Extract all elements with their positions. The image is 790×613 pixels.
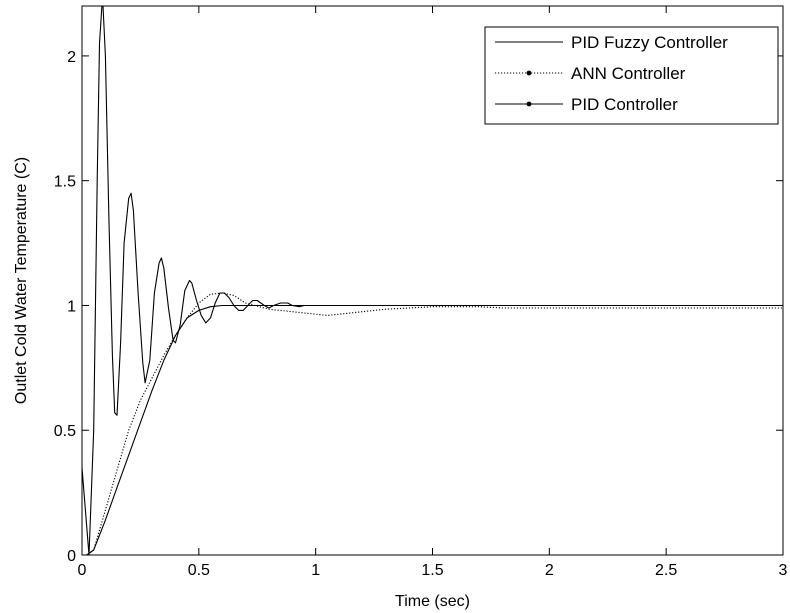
y-tick-label: 0.5: [54, 423, 76, 440]
x-tick-label: 3: [779, 562, 788, 579]
legend: PID Fuzzy Controller ANN Controller PID Co…: [484, 26, 779, 125]
legend-marker: [526, 101, 532, 107]
legend-label: PID Fuzzy Controller: [571, 33, 728, 52]
x-tick-label: 2: [545, 562, 554, 579]
x-tick-label: 0: [78, 562, 87, 579]
series-line-3: [82, 6, 783, 555]
x-tick-label: 1.5: [421, 562, 443, 579]
legend-label: ANN Controller: [571, 64, 686, 83]
y-tick-label: 1.5: [54, 174, 76, 191]
x-axis-label: Time (sec): [395, 593, 470, 610]
legend-label: PID Controller: [571, 95, 678, 114]
axis-ticks: 0 0.5 1 1.5 2 2.5 3 0 0.5 1 1.5 2: [54, 6, 788, 579]
y-tick-label: 1: [67, 298, 76, 315]
y-tick-label: 2: [67, 49, 76, 66]
y-tick-label: 0: [67, 548, 76, 565]
x-tick-label: 0.5: [188, 562, 210, 579]
series-line-2: [82, 292, 783, 555]
legend-marker: [526, 70, 532, 76]
legend-box: [484, 26, 779, 125]
x-tick-label: 2.5: [655, 562, 677, 579]
y-axis-label: Outlet Cold Water Temperature (C): [13, 157, 30, 404]
x-tick-label: 1: [311, 562, 320, 579]
series-group: [82, 6, 783, 555]
